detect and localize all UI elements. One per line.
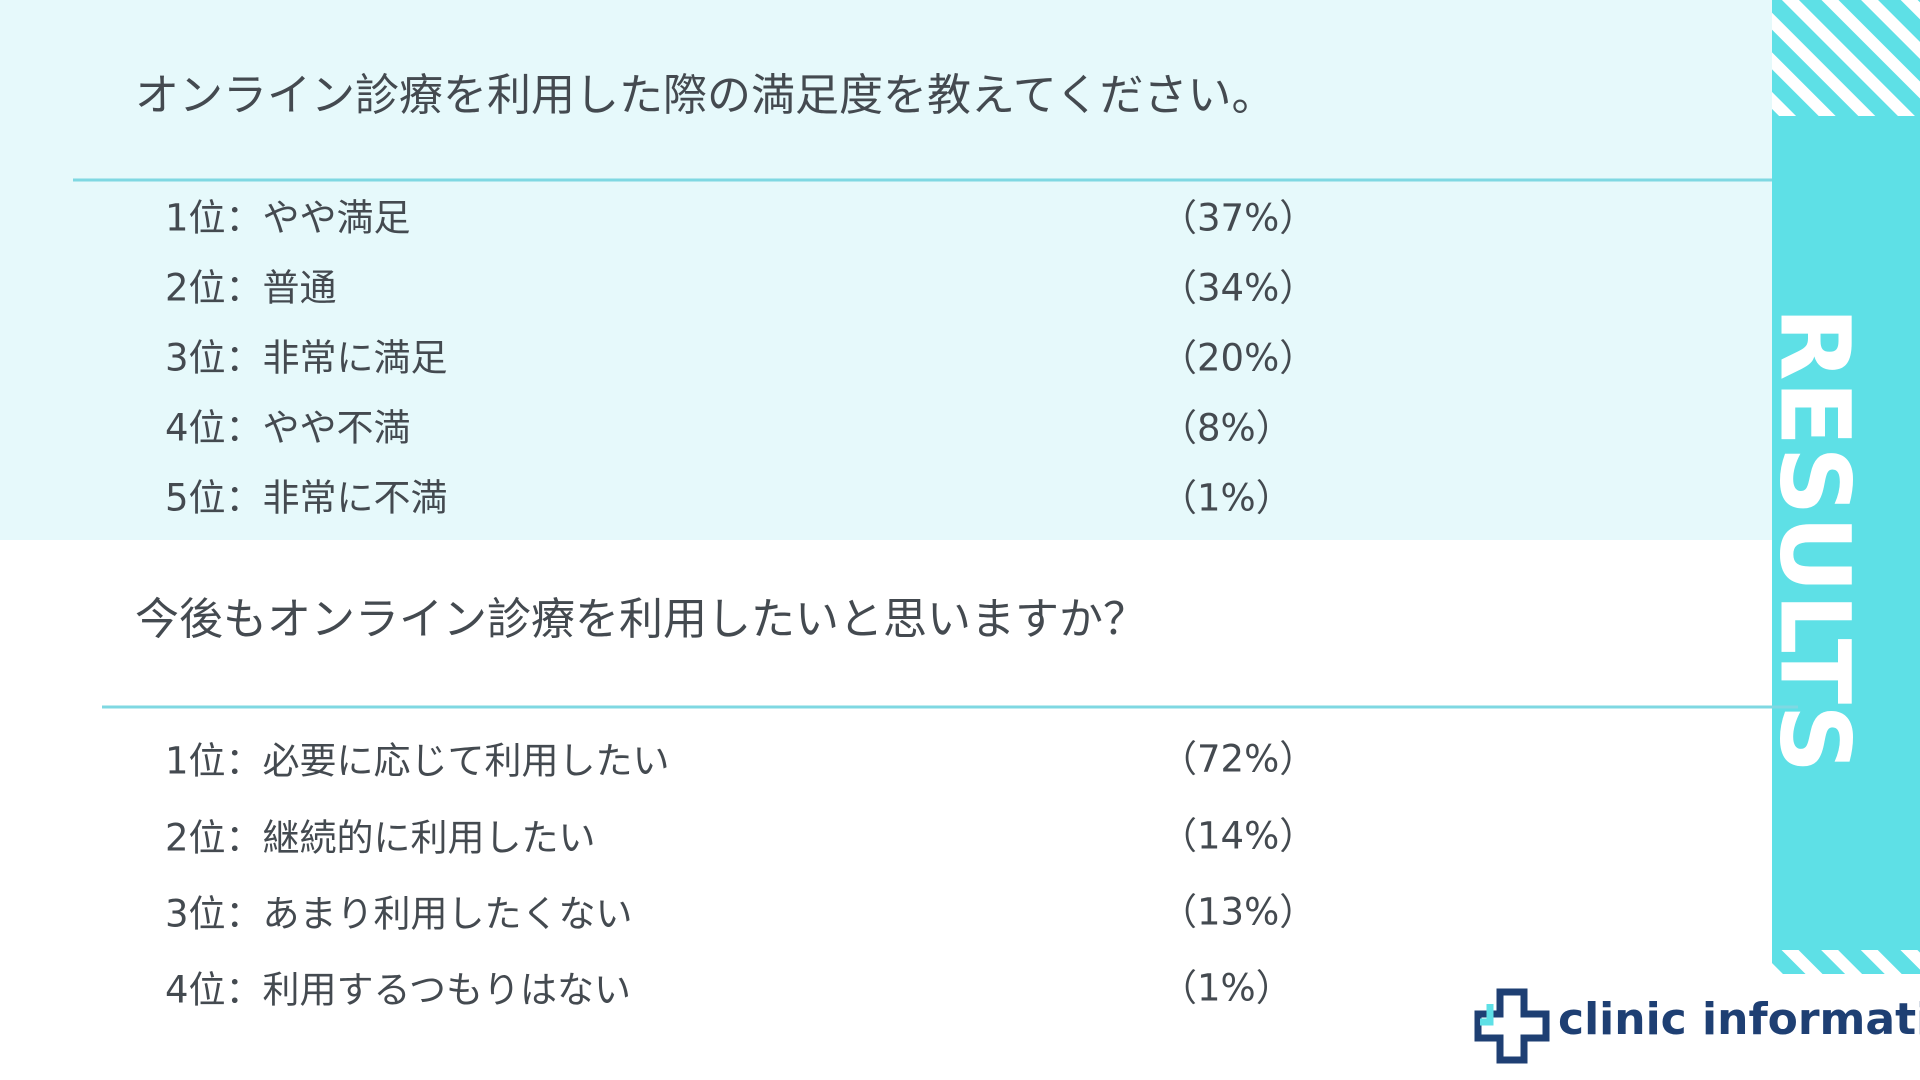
item-percent: （20%） — [1160, 337, 1316, 380]
logo — [1474, 988, 1550, 1064]
item-percent: （72%） — [1160, 738, 1316, 781]
top-panel — [0, 0, 1772, 540]
question: 今後もオンライン診療を利用したいと思いますか？ — [135, 594, 1147, 645]
item-label: 1位：必要に応じて利用したい — [165, 740, 670, 783]
sidebar-stripes-bottom — [1772, 950, 1920, 974]
item-label: 2位：普通 — [165, 267, 337, 310]
item-label: 4位：やや不満 — [165, 407, 411, 450]
item-percent: （1%） — [1160, 477, 1293, 520]
sidebar-title: RESULTS — [1759, 307, 1871, 774]
item-percent: （14%） — [1160, 815, 1316, 858]
logo-icon-accent — [1480, 1004, 1494, 1026]
item-label: 2位：継続的に利用したい — [165, 817, 596, 860]
item-percent: （8%） — [1160, 407, 1293, 450]
logo-text: clinic information — [1558, 994, 1920, 1045]
item-percent: （37%） — [1160, 197, 1316, 240]
logo-icon — [1474, 988, 1550, 1064]
item-label: 4位：利用するつもりはない — [165, 969, 631, 1012]
item-label: 1位：やや満足 — [165, 197, 411, 240]
item-percent: （1%） — [1160, 967, 1293, 1010]
item-label: 3位：非常に満足 — [165, 337, 448, 380]
item-percent: （13%） — [1160, 891, 1316, 934]
sidebar — [1772, 0, 1920, 974]
item-label: 5位：非常に不満 — [165, 477, 448, 520]
item-label: 3位：あまり利用したくない — [165, 893, 633, 936]
item-percent: （34%） — [1160, 267, 1316, 310]
sidebar-stripes-top — [1772, 0, 1920, 116]
question: オンライン診療を利用した際の満足度を教えてください。 — [135, 70, 1275, 121]
